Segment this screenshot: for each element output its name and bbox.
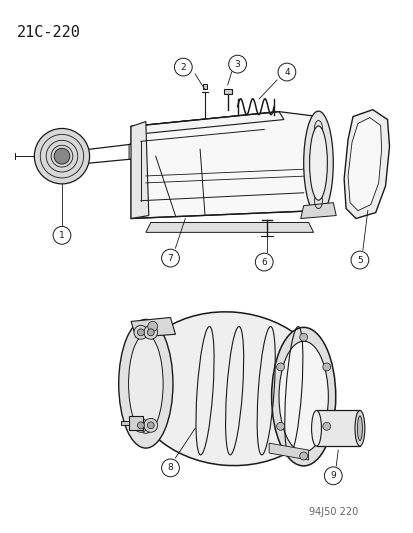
Polygon shape	[129, 142, 139, 161]
Text: 21C-220: 21C-220	[17, 25, 80, 39]
Text: 4: 4	[283, 68, 289, 77]
Circle shape	[143, 325, 157, 339]
Circle shape	[350, 251, 368, 269]
Polygon shape	[131, 318, 175, 337]
Polygon shape	[202, 84, 206, 89]
Ellipse shape	[303, 111, 332, 215]
Circle shape	[53, 227, 71, 244]
Text: 2: 2	[180, 62, 186, 71]
Text: 6: 6	[261, 257, 266, 266]
Circle shape	[299, 333, 307, 341]
Circle shape	[54, 148, 70, 164]
Polygon shape	[131, 111, 318, 219]
Polygon shape	[121, 422, 129, 425]
Ellipse shape	[271, 327, 335, 466]
Ellipse shape	[354, 410, 364, 446]
Circle shape	[278, 63, 295, 81]
Circle shape	[299, 452, 307, 460]
Circle shape	[324, 467, 341, 484]
Circle shape	[134, 325, 147, 339]
Circle shape	[276, 422, 284, 430]
Circle shape	[228, 55, 246, 73]
Circle shape	[276, 363, 284, 371]
Ellipse shape	[128, 334, 163, 433]
Polygon shape	[343, 110, 389, 219]
Text: 5: 5	[356, 255, 362, 264]
Polygon shape	[300, 203, 335, 219]
Ellipse shape	[131, 312, 328, 466]
Circle shape	[137, 329, 144, 336]
Polygon shape	[145, 222, 313, 232]
Circle shape	[322, 422, 330, 430]
Polygon shape	[316, 410, 359, 446]
Ellipse shape	[278, 341, 328, 452]
Ellipse shape	[119, 319, 173, 448]
Text: 8: 8	[167, 463, 173, 472]
Ellipse shape	[309, 126, 327, 200]
Polygon shape	[223, 89, 231, 94]
Circle shape	[161, 249, 179, 267]
Ellipse shape	[311, 410, 320, 446]
Text: 94J50 220: 94J50 220	[308, 507, 357, 518]
Text: 1: 1	[59, 231, 65, 240]
Polygon shape	[131, 111, 283, 134]
Circle shape	[174, 58, 192, 76]
Circle shape	[134, 418, 147, 432]
Circle shape	[143, 418, 157, 432]
Polygon shape	[347, 118, 381, 211]
Text: 3: 3	[234, 60, 240, 69]
Text: 7: 7	[167, 254, 173, 263]
Circle shape	[161, 459, 179, 477]
Circle shape	[322, 363, 330, 371]
Circle shape	[137, 422, 144, 429]
Ellipse shape	[356, 416, 361, 441]
Circle shape	[147, 321, 157, 332]
Circle shape	[147, 422, 154, 429]
Circle shape	[147, 329, 154, 336]
Circle shape	[34, 128, 89, 184]
Circle shape	[255, 253, 273, 271]
Polygon shape	[129, 416, 142, 430]
Polygon shape	[131, 122, 148, 219]
Polygon shape	[268, 443, 308, 460]
Text: 9: 9	[330, 471, 335, 480]
